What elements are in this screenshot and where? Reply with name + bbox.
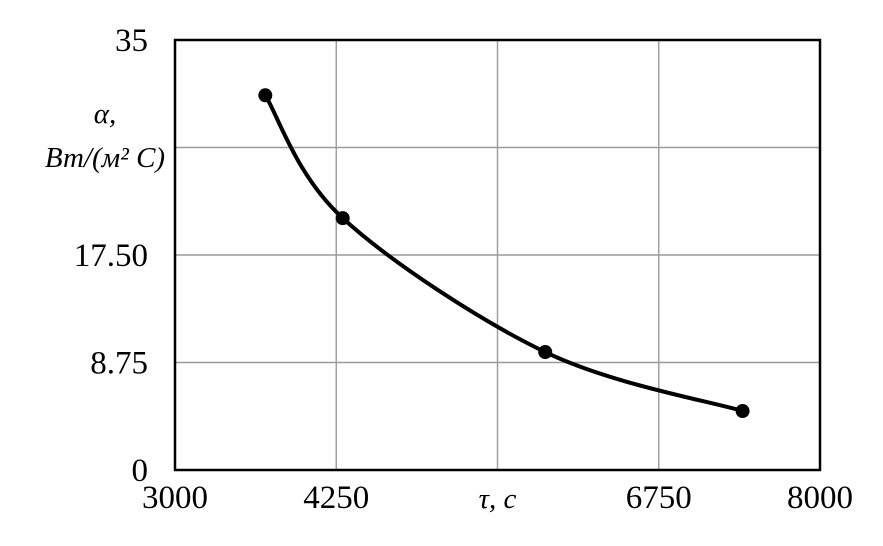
y-tick-label: 17.50 — [74, 238, 148, 274]
data-point — [258, 88, 273, 103]
x-tick-label: 6750 — [626, 480, 692, 516]
y-axis-label-line2: Вт/(м² С) — [44, 141, 166, 174]
y-axis-label: α, Вт/(м² С) — [20, 93, 190, 180]
data-point — [335, 211, 350, 226]
y-tick-label: 8.75 — [90, 346, 148, 382]
plot-frame — [173, 38, 822, 472]
x-tick-label: 8000 — [787, 480, 853, 516]
data-point — [538, 345, 553, 360]
y-tick-label: 35 — [115, 23, 148, 59]
y-axis-label-line1: α, — [93, 98, 117, 130]
x-tick-label: 3000 — [142, 480, 208, 516]
x-axis-label: τ, с — [478, 483, 517, 515]
y-tick-label: 0 — [132, 453, 149, 489]
data-curve — [263, 93, 745, 414]
data-point — [735, 404, 750, 419]
x-tick-label: 4250 — [303, 480, 369, 516]
